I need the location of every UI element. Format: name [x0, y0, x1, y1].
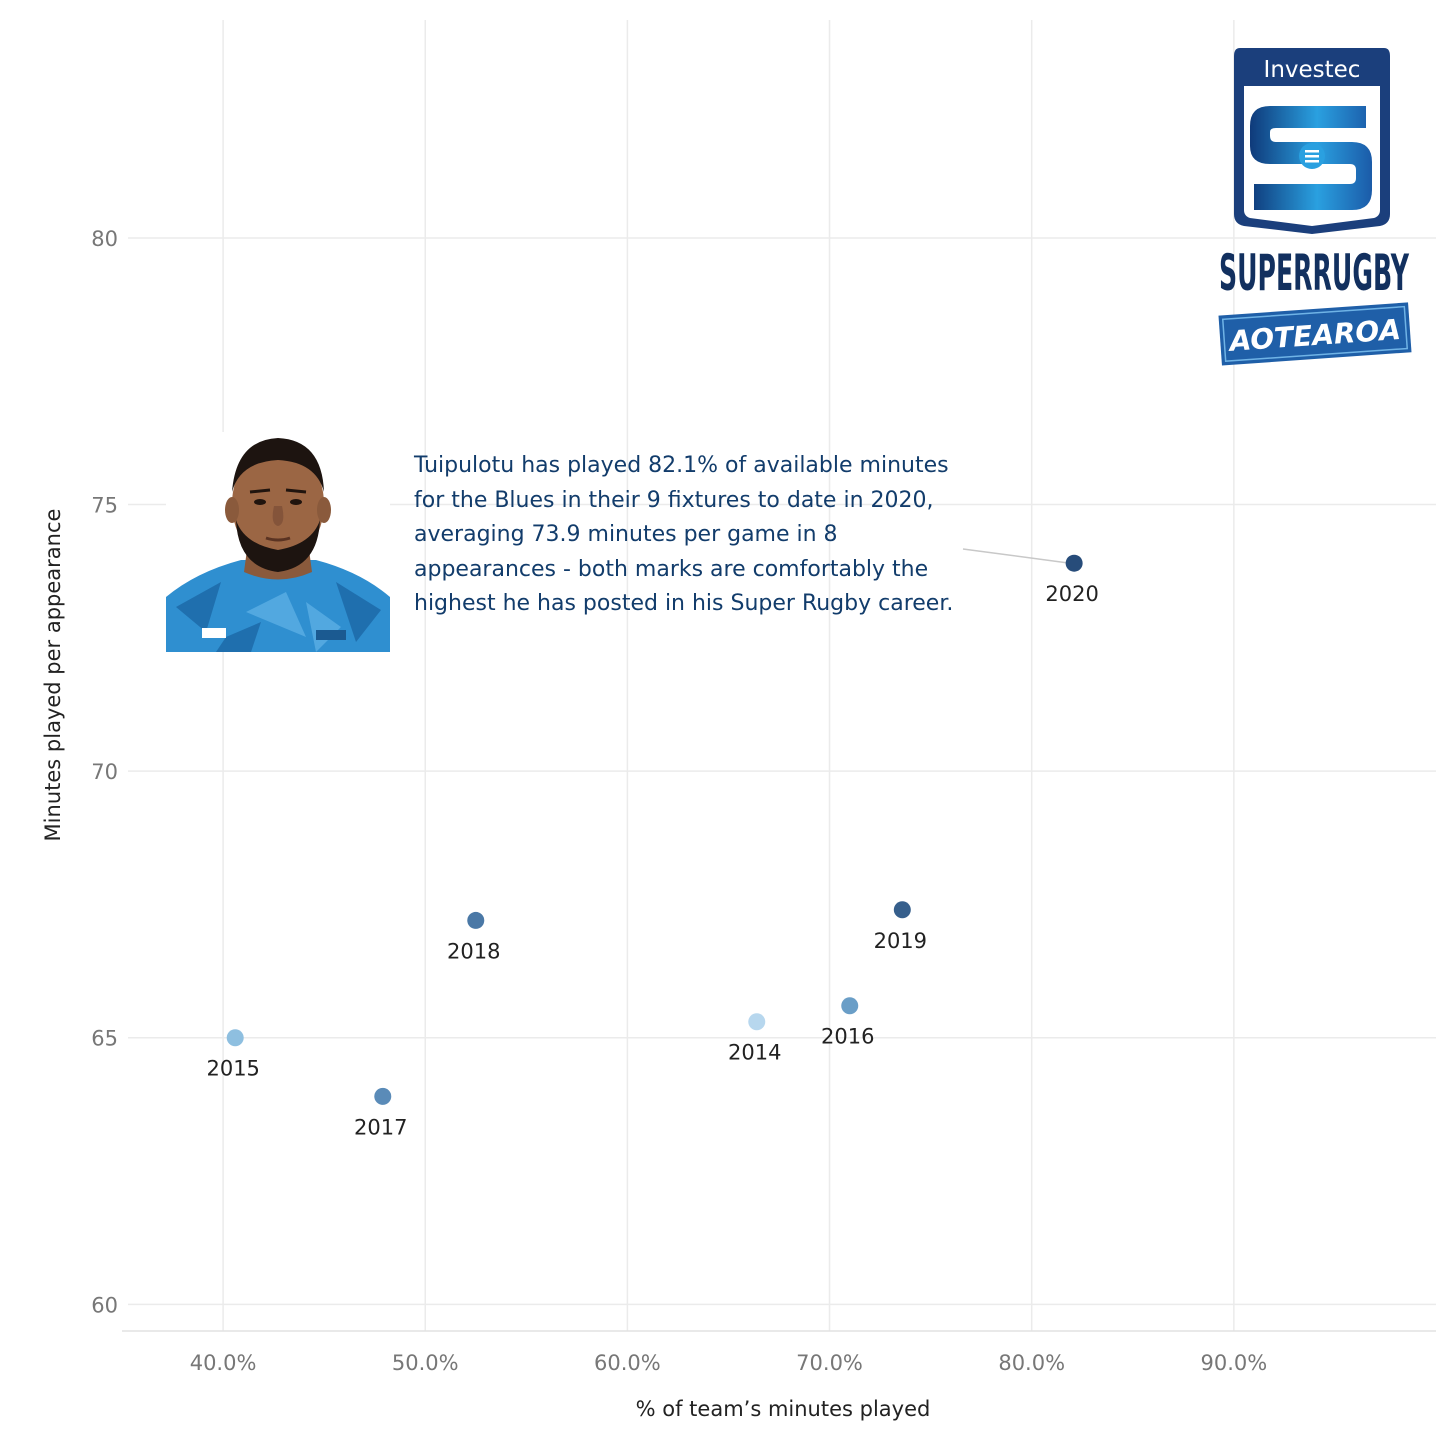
x-tick-label: 40.0% [190, 1351, 257, 1375]
data-point-2014 [748, 1013, 766, 1031]
x-axis-title: % of team’s minutes played [636, 1397, 931, 1421]
data-label-2019: 2019 [874, 929, 927, 953]
y-tick-labels: 60 65 70 75 80 [91, 227, 118, 1317]
x-tick-label: 80.0% [998, 1351, 1065, 1375]
x-tick-label: 50.0% [392, 1351, 459, 1375]
logo-sponsor-text: Investec [1264, 57, 1361, 83]
x-tick-label: 70.0% [796, 1351, 863, 1375]
grid-lines [128, 20, 1436, 1331]
data-label-2017: 2017 [354, 1115, 407, 1139]
data-point-2018 [467, 911, 485, 929]
x-tick-label: 60.0% [594, 1351, 661, 1375]
data-label-2015: 2015 [206, 1057, 259, 1081]
y-tick-label: 80 [91, 227, 118, 251]
y-axis-title: Minutes played per appearance [41, 509, 65, 842]
data-point-2016 [841, 997, 859, 1015]
data-point-2017 [374, 1087, 392, 1105]
x-tick-labels: 40.0% 50.0% 60.0% 70.0% 80.0% 90.0% [190, 1351, 1267, 1375]
data-point-2019 [893, 901, 911, 919]
logo-title-text: SUPERRUGBY [1219, 244, 1409, 302]
annotation-text: Tuipulotu has played 82.1% of available … [414, 453, 954, 617]
data-label-2014: 2014 [728, 1041, 781, 1065]
data-point-labels: 2014 2015 2016 2017 2018 2019 2020 [206, 582, 1098, 1139]
data-label-2020: 2020 [1045, 582, 1098, 606]
y-tick-label: 70 [91, 760, 118, 784]
x-tick-label: 90.0% [1200, 1351, 1267, 1375]
super-rugby-aotearoa-logo: Investec SUPERRUGBY AOTEAROA [1210, 44, 1430, 376]
data-label-2016: 2016 [821, 1025, 874, 1049]
y-tick-label: 65 [91, 1027, 118, 1051]
player-photo [166, 432, 390, 652]
data-label-2018: 2018 [447, 939, 500, 963]
data-points [226, 554, 1083, 1105]
data-point-2015 [226, 1029, 244, 1047]
y-tick-label: 75 [91, 494, 118, 518]
data-point-2020 [1065, 554, 1083, 572]
annotation-connector-line [962, 548, 1071, 564]
y-tick-label: 60 [91, 1293, 118, 1317]
